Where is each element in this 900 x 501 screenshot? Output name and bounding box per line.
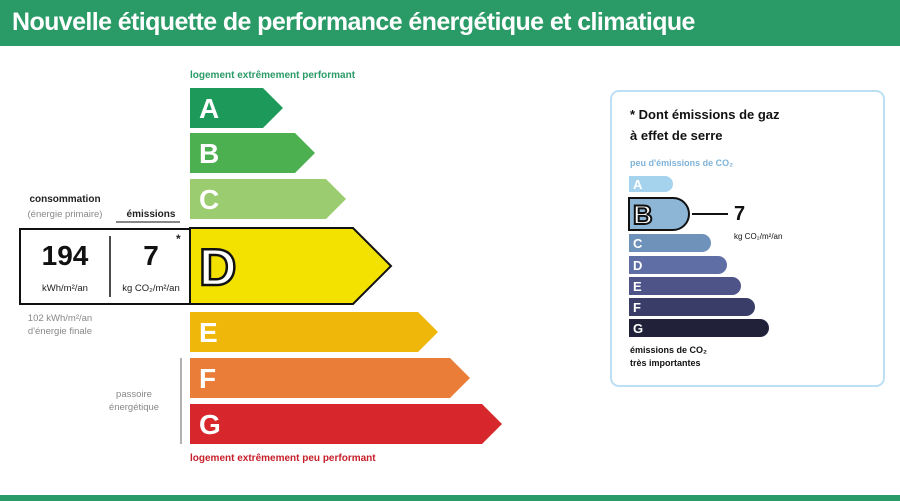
ges-unit: kg CO₂/m²/an <box>734 232 783 241</box>
passoire-line1: passoire <box>116 389 152 400</box>
ges-bar-a <box>629 176 673 192</box>
ges-letter-g: G <box>633 321 643 336</box>
dpe-bar-d <box>189 227 393 305</box>
dpe-bar-e <box>190 312 438 352</box>
passoire-line2: énergétique <box>108 402 160 413</box>
ges-bar-f <box>629 298 755 316</box>
consumption-title: consommation <box>29 194 101 205</box>
consumption-value: 194 <box>41 240 89 271</box>
top-note: logement extrêmement performant <box>190 70 356 81</box>
dpe-letter-b: B <box>199 138 219 169</box>
ges-bottom-line2: très importantes <box>630 358 701 368</box>
page-title: Nouvelle étiquette de performance énergé… <box>12 8 695 36</box>
ges-bar-c <box>629 234 711 252</box>
dpe-bar-f <box>190 358 470 398</box>
ges-bar-e <box>629 277 741 295</box>
footer-line <box>0 495 900 501</box>
dpe-bar-g <box>190 404 502 444</box>
bottom-note: logement extrêmement peu performant <box>190 453 376 464</box>
final-energy-note: 102 kWh/m²/an d'énergie finale <box>14 312 106 338</box>
emissions-unit: kg CO₂/m²/an <box>122 283 180 294</box>
emissions-star: * <box>176 232 181 246</box>
emissions-value: 7 <box>143 240 159 271</box>
passoire-label: passoire énergétique <box>92 388 176 414</box>
ges-letter-d: D <box>633 258 642 273</box>
emissions-title: émissions <box>126 209 176 220</box>
ges-bottom-label: émissions de CO₂ très importantes <box>630 344 707 370</box>
dpe-letter-c: C <box>199 184 219 215</box>
dpe-letter-d: D <box>199 239 237 297</box>
ges-bar-d <box>629 256 727 274</box>
dpe-letter-a: A <box>199 93 219 124</box>
ges-letter-f: F <box>633 300 641 315</box>
consumption-unit: kWh/m²/an <box>42 283 88 294</box>
ges-bottom-line1: émissions de CO₂ <box>630 345 708 355</box>
dpe-letter-g: G <box>199 409 221 440</box>
final-energy-line2: d'énergie finale <box>27 326 93 337</box>
dpe-bar-a <box>190 88 283 128</box>
dpe-bar-c <box>190 179 346 219</box>
ges-title-line2: à effet de serre <box>630 128 723 143</box>
dpe-letter-e: E <box>199 317 218 348</box>
ges-top-label: peu d'émissions de CO₂ <box>630 158 734 168</box>
ges-panel-title: * Dont émissions de gaz à effet de serre <box>630 104 870 146</box>
ges-letter-a: A <box>633 177 643 192</box>
ges-letter-b: B <box>633 200 653 230</box>
dpe-letter-f: F <box>199 363 216 394</box>
dpe-bar-b <box>190 133 315 173</box>
ges-letter-e: E <box>633 279 642 294</box>
ges-bar-b <box>628 197 690 231</box>
consumption-subtitle: (énergie primaire) <box>27 209 103 220</box>
header-bar: Nouvelle étiquette de performance énergé… <box>0 0 900 46</box>
final-energy-line1: 102 kWh/m²/an <box>27 313 93 324</box>
ges-letter-c: C <box>633 236 643 251</box>
ges-title-line1: * Dont émissions de gaz <box>630 107 780 122</box>
ges-bar-g <box>629 319 769 337</box>
ges-value: 7 <box>734 203 746 225</box>
